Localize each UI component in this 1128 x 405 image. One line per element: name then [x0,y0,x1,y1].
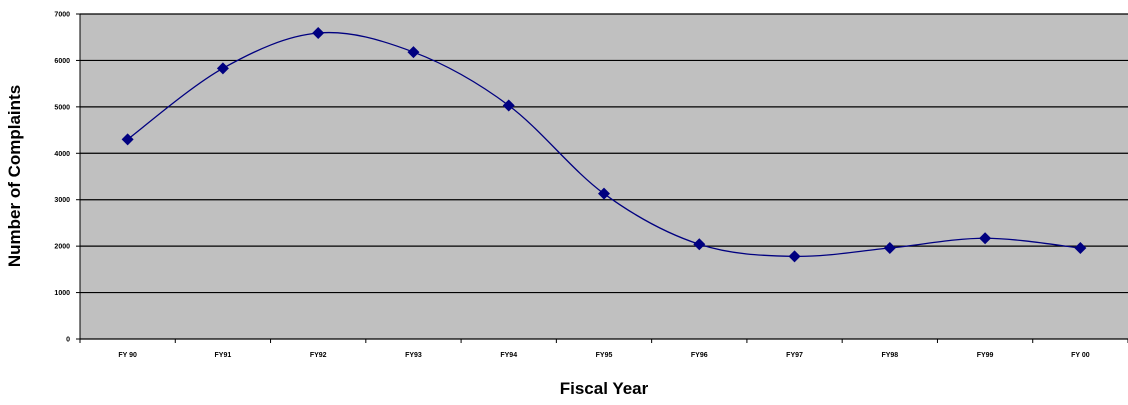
y-tick-label: 1000 [54,290,70,297]
data-point-fy93 [407,46,420,59]
data-point-fy98 [883,242,896,254]
x-tick-label: FY96 [691,352,708,359]
y-tick-label: 6000 [54,58,70,65]
data-point-fy97 [788,250,801,263]
gridlines [80,13,1128,294]
plot-area [80,14,1128,339]
data-point-fy95 [598,187,610,200]
x-tick-label: FY99 [977,352,994,359]
x-tick-label: FY94 [500,352,517,359]
x-axis: FY 90 FY91 FY92 FY93 FY94 FY95 FY96 FY97 FY98 FY9… [79,338,1128,359]
x-tick-label: FY 90 [118,352,137,359]
y-tick-label: 5000 [54,104,70,111]
x-tick-label: FY 00 [1071,352,1090,359]
data-point-fy99 [979,232,992,245]
data-point-fy96 [693,238,706,251]
data-series [121,27,1087,263]
data-point-fy94 [502,99,515,112]
x-tick-label: FY92 [310,352,327,359]
data-point-fy91 [216,62,229,75]
data-point-fy00 [1074,242,1087,254]
y-tick-label: 3000 [54,197,70,204]
x-tick-label: FY95 [596,352,613,359]
x-axis-title: Fiscal Year [560,379,649,398]
y-axis-title: Number of Complaints [5,85,24,267]
x-tick-label: FY98 [881,352,898,359]
data-point-fy92 [312,27,325,40]
y-tick-label: 0 [66,337,70,344]
x-tick-label: FY91 [215,352,232,359]
y-tick-label: 2000 [54,244,70,251]
x-tick-label: FY93 [405,352,422,359]
data-point-fy90 [121,133,134,146]
y-tick-label: 4000 [54,151,70,158]
series-line [127,31,1081,258]
x-tick-label: FY97 [786,352,803,359]
y-tick-label: 7000 [54,12,70,19]
y-axis: 0 1000 2000 3000 4000 5000 6000 7000 [54,12,81,344]
